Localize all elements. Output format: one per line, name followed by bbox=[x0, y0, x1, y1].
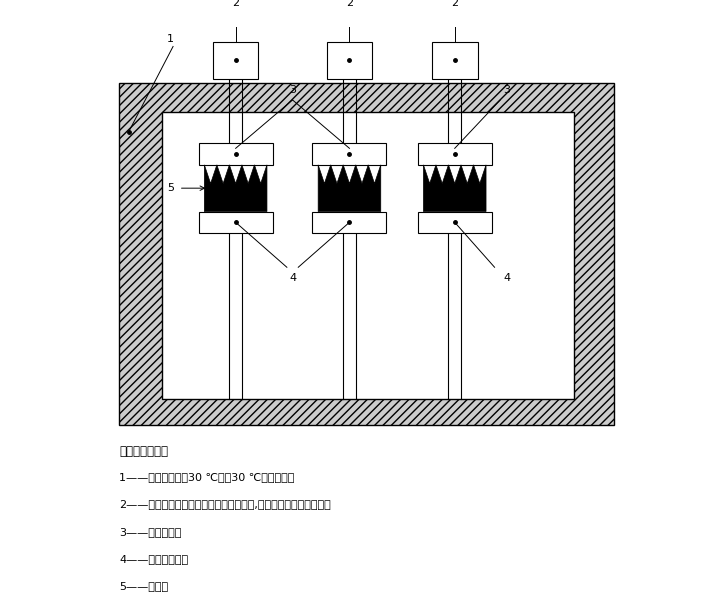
Polygon shape bbox=[318, 165, 381, 211]
Polygon shape bbox=[204, 165, 267, 211]
Text: 3——固定压板；: 3——固定压板； bbox=[119, 527, 181, 537]
Text: 2: 2 bbox=[451, 0, 458, 8]
Bar bbox=[326, 42, 372, 79]
Bar bbox=[417, 143, 492, 165]
Bar bbox=[213, 42, 258, 79]
Text: 4: 4 bbox=[503, 273, 511, 283]
Bar bbox=[162, 112, 574, 399]
Text: 3: 3 bbox=[289, 85, 296, 96]
Bar bbox=[312, 143, 387, 165]
Bar bbox=[432, 42, 478, 79]
Text: 1——调温范围为－30 ℃～＋30 ℃的气候室；: 1——调温范围为－30 ℃～＋30 ℃的气候室； bbox=[119, 472, 294, 482]
Text: 4——可移动压板；: 4——可移动压板； bbox=[119, 554, 188, 564]
Text: 3: 3 bbox=[503, 85, 510, 96]
Text: 1: 1 bbox=[167, 33, 174, 44]
Polygon shape bbox=[423, 165, 486, 211]
Bar bbox=[198, 143, 273, 165]
Bar bbox=[417, 211, 492, 233]
Bar bbox=[119, 84, 614, 425]
Text: 5——试样。: 5——试样。 bbox=[119, 581, 168, 592]
Text: 5: 5 bbox=[168, 183, 174, 193]
Text: 标引序号说明：: 标引序号说明： bbox=[119, 445, 168, 458]
Bar bbox=[312, 211, 387, 233]
Bar bbox=[198, 211, 273, 233]
Text: 2: 2 bbox=[232, 0, 239, 8]
Text: 2——与电子数据收集设备相连的测力元件,用于测量和记录压缩力；: 2——与电子数据收集设备相连的测力元件,用于测量和记录压缩力； bbox=[119, 500, 331, 509]
Text: 4: 4 bbox=[289, 273, 296, 283]
Text: 2: 2 bbox=[346, 0, 353, 8]
